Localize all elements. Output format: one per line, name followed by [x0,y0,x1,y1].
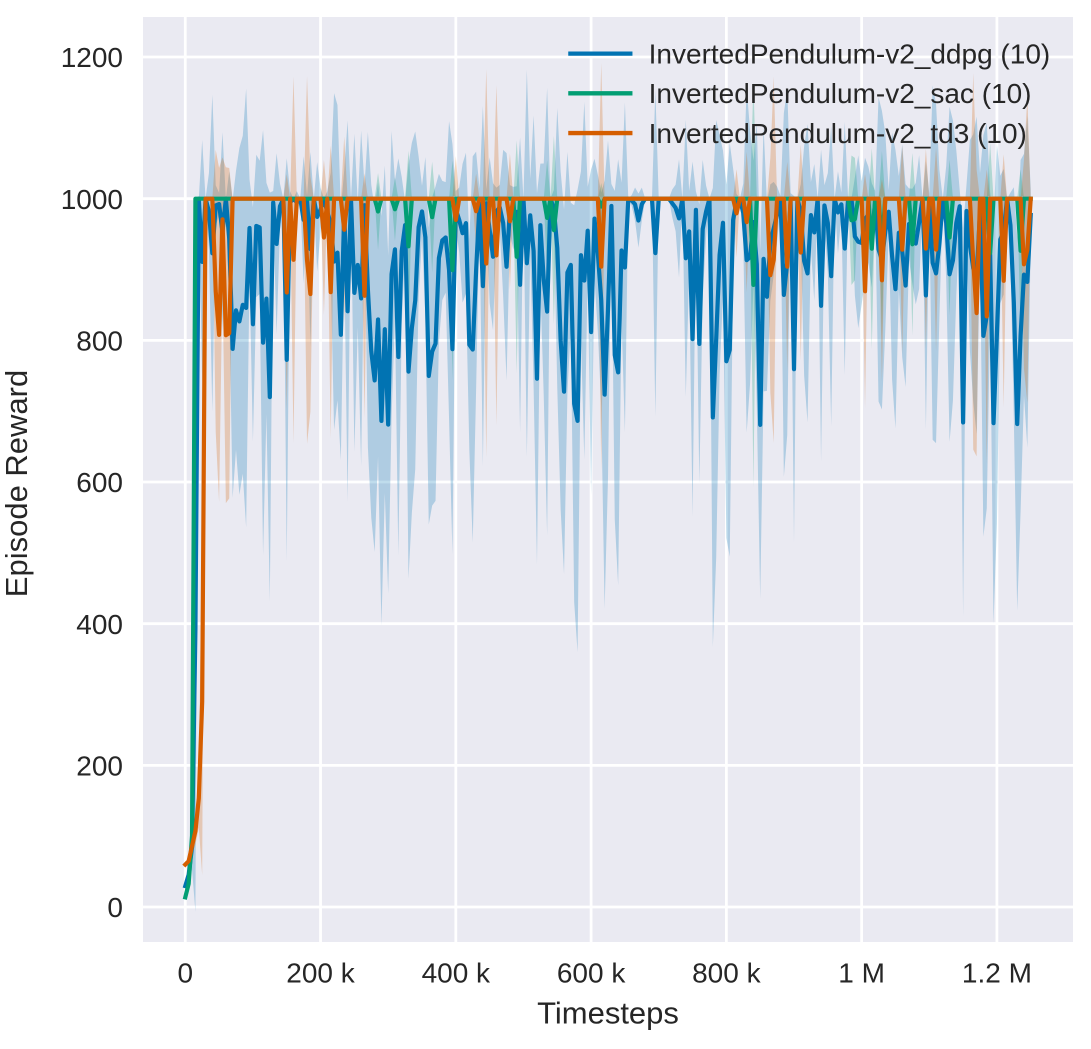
svg-text:400: 400 [76,609,123,640]
svg-text:200 k: 200 k [286,957,355,988]
svg-text:Episode Reward: Episode Reward [0,370,34,597]
svg-text:600: 600 [76,467,123,498]
svg-text:Timesteps: Timesteps [537,996,679,1031]
svg-text:InvertedPendulum-v2_sac (10): InvertedPendulum-v2_sac (10) [649,78,1032,109]
svg-text:600 k: 600 k [557,957,626,988]
svg-text:800 k: 800 k [692,957,761,988]
svg-text:1000: 1000 [61,184,123,215]
svg-text:InvertedPendulum-v2_ddpg (10): InvertedPendulum-v2_ddpg (10) [649,38,1051,69]
svg-text:1.2 M: 1.2 M [962,957,1032,988]
svg-text:400 k: 400 k [422,957,491,988]
svg-text:1 M: 1 M [838,957,885,988]
svg-text:0: 0 [177,957,193,988]
svg-text:0: 0 [107,892,123,923]
svg-text:800: 800 [76,325,123,356]
svg-text:InvertedPendulum-v2_td3 (10): InvertedPendulum-v2_td3 (10) [649,118,1027,149]
svg-text:1200: 1200 [61,42,123,73]
svg-text:200: 200 [76,750,123,781]
